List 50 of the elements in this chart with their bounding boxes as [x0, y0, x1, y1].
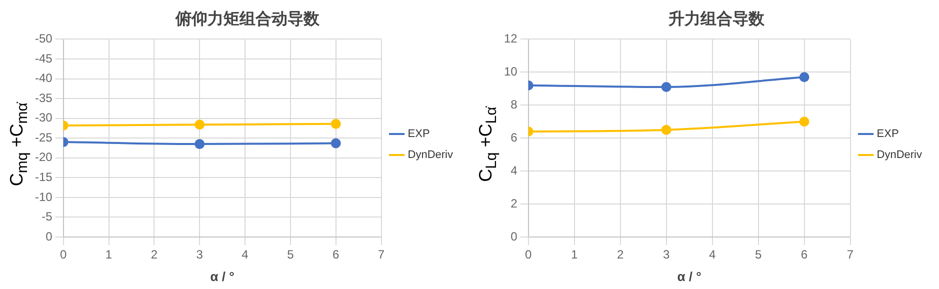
x-tick-label: 1 [105, 248, 112, 262]
point [799, 116, 810, 127]
x-tick-label: 3 [196, 248, 204, 262]
y-tick-label: 2 [510, 196, 518, 210]
x-tick-label: 5 [754, 248, 762, 262]
x-tick-label: 0 [525, 248, 532, 262]
y-tick-label: -30 [35, 110, 53, 125]
point [330, 138, 341, 148]
chart-title: 升力组合导数 [668, 8, 766, 28]
chart-title: 俯仰力矩组合动导数 [174, 8, 320, 28]
y-tick-label: -45 [35, 51, 53, 66]
point [799, 72, 810, 82]
x-axis-title: α / ° [210, 268, 234, 284]
y-tick-label: 10 [504, 64, 518, 78]
x-tick-label: 5 [287, 248, 294, 262]
x-axis-title: α / ° [677, 268, 702, 284]
y-tick-label: -5 [42, 210, 53, 224]
y-tick-label: 0 [46, 229, 53, 244]
x-tick-label: 3 [662, 248, 670, 262]
y-tick-label: -10 [35, 190, 53, 204]
point [661, 124, 672, 135]
legend-label: DynDeriv [876, 149, 922, 162]
x-tick-label: 2 [150, 248, 158, 262]
legend-label: EXP [876, 128, 899, 140]
x-tick-label: 2 [616, 248, 624, 262]
y-tick-label: -20 [35, 150, 53, 164]
x-tick-label: 4 [242, 248, 249, 262]
point [661, 82, 672, 92]
y-tick-label: 8 [510, 97, 518, 112]
x-tick-label: 7 [378, 248, 385, 262]
y-tick-label: 12 [504, 32, 518, 46]
legend-label: DynDeriv [408, 149, 454, 162]
point [194, 139, 205, 150]
y-tick-label: 0 [510, 229, 518, 244]
point [194, 120, 205, 130]
x-tick-label: 1 [570, 248, 578, 262]
y-tick-label: -35 [35, 90, 53, 105]
x-tick-label: 6 [332, 248, 340, 262]
x-tick-label: 4 [708, 248, 716, 262]
y-tick-label: -15 [35, 170, 53, 184]
x-tick-label: 6 [800, 248, 808, 262]
y-tick-label: -40 [35, 71, 53, 86]
x-tick-label: 0 [60, 248, 67, 262]
y-tick-label: -25 [35, 130, 53, 144]
y-tick-label: 4 [510, 163, 518, 178]
y-tick-label: 6 [510, 130, 518, 144]
x-tick-label: 7 [846, 248, 854, 262]
legend-label: EXP [408, 128, 430, 140]
y-tick-label: -50 [35, 32, 53, 46]
point [330, 118, 341, 129]
